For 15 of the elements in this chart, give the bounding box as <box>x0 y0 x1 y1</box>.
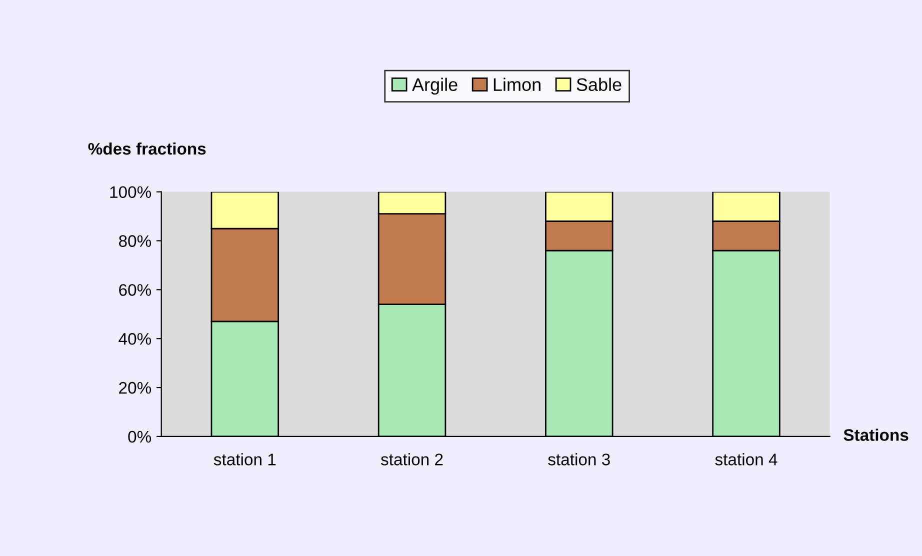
x-tick-label: station 4 <box>715 453 778 466</box>
y-tick-label: 40% <box>118 333 152 345</box>
legend-label: Limon <box>494 78 540 92</box>
y-tick-label: 60% <box>119 284 152 296</box>
legend-label: Sable <box>576 78 622 92</box>
y-tick-label: 80% <box>118 235 152 247</box>
x-axis-title: Stations <box>844 428 908 441</box>
y-tick-label: 100% <box>110 186 152 198</box>
y-axis-title: %des fractions <box>88 142 206 155</box>
legend-label: Argile <box>412 78 458 95</box>
x-tick-label: station 3 <box>548 453 610 466</box>
y-tick-label: 20% <box>119 382 152 394</box>
x-tick-label: station 2 <box>380 453 443 466</box>
y-tick-label: 0% <box>128 430 152 443</box>
x-tick-label: station 1 <box>214 453 276 466</box>
